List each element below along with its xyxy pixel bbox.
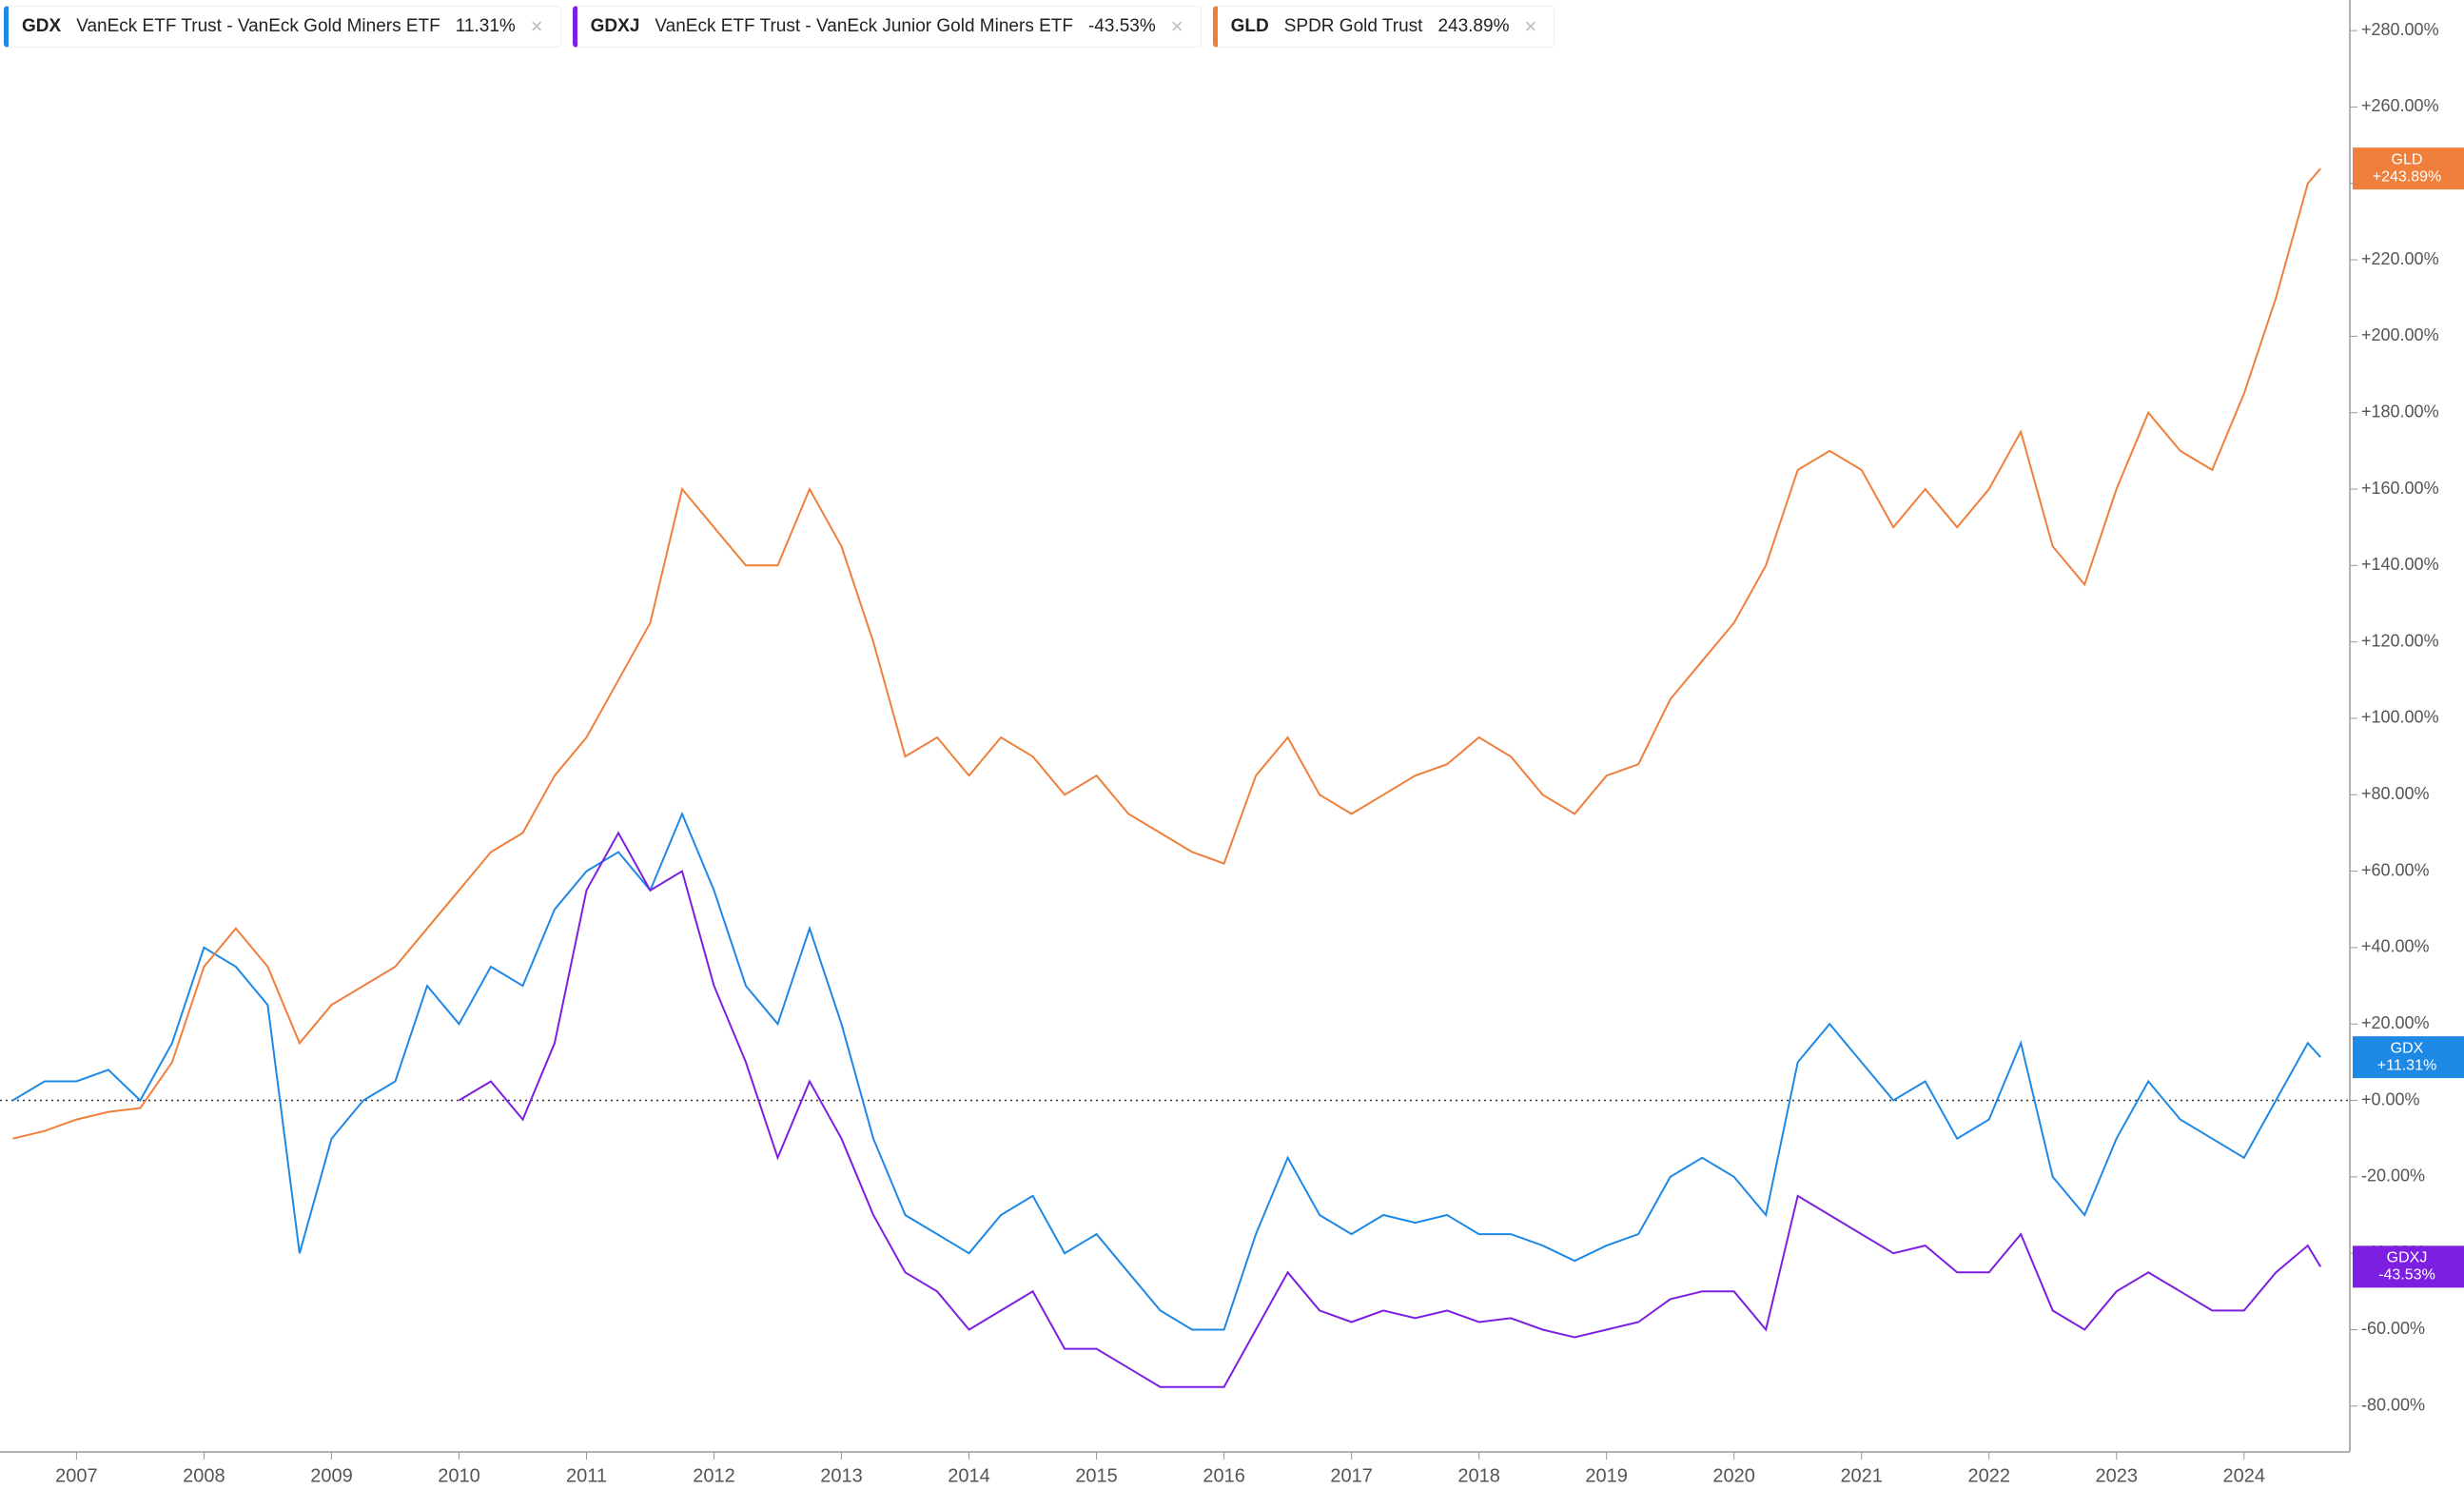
y-tick-label: +60.00% xyxy=(2361,860,2430,879)
x-tick-label: 2015 xyxy=(1075,1465,1118,1486)
y-tick-label: +0.00% xyxy=(2361,1089,2420,1108)
x-tick-label: 2019 xyxy=(1585,1465,1628,1486)
x-tick-label: 2016 xyxy=(1203,1465,1245,1486)
legend-value: -43.53% xyxy=(1087,16,1156,36)
y-tick-label: +40.00% xyxy=(2361,937,2430,956)
price-tag-box xyxy=(2353,1036,2464,1079)
y-tick-label: +120.00% xyxy=(2361,631,2439,650)
legend-item[interactable]: GLD SPDR Gold Trust 243.89% × xyxy=(1212,6,1555,48)
price-tag-box xyxy=(2353,147,2464,190)
x-tick-label: 2022 xyxy=(1967,1465,2010,1486)
y-tick-label: +140.00% xyxy=(2361,555,2439,574)
x-tick-label: 2009 xyxy=(310,1465,353,1486)
legend-item[interactable]: GDX VanEck ETF Trust - VanEck Gold Miners… xyxy=(4,6,561,48)
series-line xyxy=(12,167,2321,1140)
remove-button[interactable]: × xyxy=(1524,14,1537,38)
x-tick-label: 2018 xyxy=(1457,1465,1500,1486)
legend-ticker: GDXJ xyxy=(590,16,640,36)
legend-name: SPDR Gold Trust xyxy=(1283,16,1423,36)
series-line xyxy=(458,831,2322,1388)
y-tick-label: -20.00% xyxy=(2361,1167,2425,1186)
y-tick-label: -80.00% xyxy=(2361,1396,2425,1415)
price-tag-value: +11.31% xyxy=(2377,1057,2436,1073)
x-tick-label: 2012 xyxy=(693,1465,735,1486)
x-tick-label: 2007 xyxy=(55,1465,98,1486)
legend-name: VanEck ETF Trust - VanEck Gold Miners ET… xyxy=(76,16,440,36)
y-tick-label: +20.00% xyxy=(2361,1013,2430,1032)
y-tick-label: -60.00% xyxy=(2361,1319,2425,1338)
legend-ticker: GDX xyxy=(22,16,62,36)
legend: GDX VanEck ETF Trust - VanEck Gold Miners… xyxy=(4,6,1555,48)
x-tick-label: 2010 xyxy=(438,1465,480,1486)
x-tick-label: 2011 xyxy=(566,1465,607,1486)
x-tick-label: 2014 xyxy=(948,1465,990,1486)
price-tag-value: -43.53% xyxy=(2378,1267,2435,1284)
legend-ticker: GLD xyxy=(1230,16,1269,36)
x-tick-label: 2017 xyxy=(1330,1465,1373,1486)
remove-button[interactable]: × xyxy=(530,14,543,38)
y-tick-label: +280.00% xyxy=(2361,20,2439,39)
price-tag: GDX+11.31% xyxy=(2353,1036,2464,1079)
y-tick-label: +160.00% xyxy=(2361,479,2439,498)
remove-button[interactable]: × xyxy=(1170,14,1183,38)
price-tag-box xyxy=(2353,1245,2464,1288)
legend-value: 243.89% xyxy=(1437,16,1510,36)
y-tick-label: +260.00% xyxy=(2361,96,2439,115)
y-tick-label: +220.00% xyxy=(2361,249,2439,268)
x-tick-label: 2021 xyxy=(1840,1465,1883,1486)
price-tag-ticker: GDXJ xyxy=(2387,1250,2428,1266)
legend-item[interactable]: GDXJ VanEck ETF Trust - VanEck Junior Gol… xyxy=(572,6,1202,48)
price-tag: GLD+243.89% xyxy=(2353,147,2464,190)
y-tick-label: +180.00% xyxy=(2361,402,2439,421)
y-tick-label: +200.00% xyxy=(2361,325,2439,344)
legend-value: 11.31% xyxy=(455,16,516,36)
legend-name: VanEck ETF Trust - VanEck Junior Gold Mi… xyxy=(655,16,1073,36)
price-tag-ticker: GDX xyxy=(2391,1040,2424,1056)
y-tick-label: +100.00% xyxy=(2361,708,2439,727)
y-tick-label: +80.00% xyxy=(2361,784,2430,803)
series-line xyxy=(11,811,2321,1331)
x-tick-label: 2024 xyxy=(2223,1465,2266,1486)
price-tag-value: +243.89% xyxy=(2373,168,2442,185)
x-tick-label: 2020 xyxy=(1712,1465,1755,1486)
x-tick-label: 2008 xyxy=(183,1465,225,1486)
price-tag: GDXJ-43.53% xyxy=(2353,1245,2464,1288)
price-tag-ticker: GLD xyxy=(2392,151,2423,167)
x-tick-label: 2023 xyxy=(2095,1465,2138,1486)
x-tick-label: 2013 xyxy=(820,1465,863,1486)
